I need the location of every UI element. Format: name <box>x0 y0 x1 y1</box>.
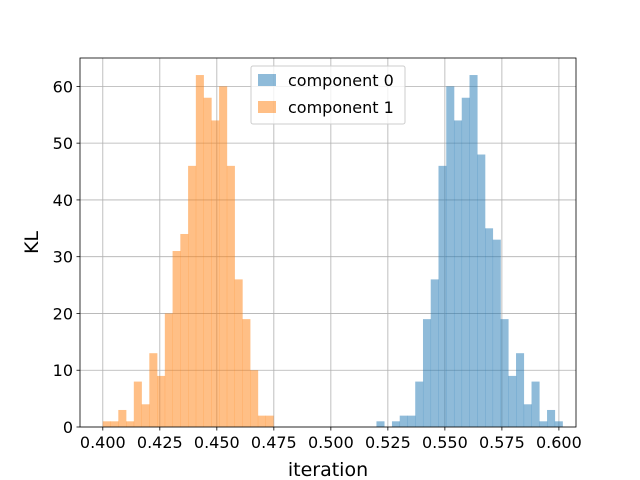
plot-frame <box>79 57 577 428</box>
bar-component-1 <box>265 415 274 427</box>
legend-label-component-1: component 1 <box>288 98 394 117</box>
bar-component-0 <box>492 239 501 427</box>
bar-component-1 <box>211 120 220 427</box>
x-tick-label: 0.525 <box>365 433 411 452</box>
x-tick-label: 0.450 <box>194 433 240 452</box>
bar-component-0 <box>438 165 447 427</box>
bar-component-1 <box>188 165 197 427</box>
x-tick-label: 0.400 <box>80 433 126 452</box>
bar-component-1 <box>110 421 119 427</box>
bar-component-0 <box>446 86 455 427</box>
y-tick-label: 50 <box>53 134 73 153</box>
bar-component-0 <box>539 421 548 427</box>
bar-component-1 <box>180 233 189 427</box>
bar-component-1 <box>226 165 235 427</box>
bar-component-0 <box>477 154 486 427</box>
bar-component-0 <box>500 319 509 427</box>
bar-component-1 <box>157 375 166 427</box>
y-axis-label: KL <box>21 231 43 254</box>
x-tick-label: 0.500 <box>308 433 354 452</box>
bar-component-0 <box>376 421 385 427</box>
x-tick-label: 0.600 <box>536 433 582 452</box>
bar-component-1 <box>149 353 158 427</box>
bar-component-1 <box>118 409 127 427</box>
bar-component-1 <box>126 421 135 427</box>
bar-component-1 <box>242 319 251 427</box>
bar-component-0 <box>399 415 408 427</box>
bar-component-0 <box>422 319 432 427</box>
legend-swatch-component-0 <box>258 74 276 86</box>
legend-swatch-component-1 <box>258 101 276 113</box>
bar-component-0 <box>485 228 494 427</box>
y-tick-label: 20 <box>53 304 73 323</box>
y-tick-label: 40 <box>53 191 73 210</box>
legend-label-component-0: component 0 <box>288 71 394 90</box>
bar-component-0 <box>523 404 532 427</box>
bar-component-0 <box>415 381 424 427</box>
bar-component-1 <box>257 415 266 427</box>
bar-component-1 <box>234 279 243 427</box>
bar-component-1 <box>164 313 173 427</box>
bar-component-1 <box>141 404 150 427</box>
bar-component-0 <box>469 75 478 428</box>
bar-component-0 <box>547 409 556 427</box>
x-tick-label: 0.475 <box>251 433 297 452</box>
bars <box>102 75 563 428</box>
ticks: 0.400 0.425 0.450 0.475 0.500 0.525 0.550 0.575… <box>53 77 582 452</box>
y-tick-label: 10 <box>53 361 73 380</box>
bar-component-1 <box>250 370 259 427</box>
bar-component-0 <box>508 375 517 427</box>
bar-component-1 <box>195 75 204 428</box>
y-tick-label: 0 <box>63 418 73 437</box>
bar-component-0 <box>407 415 416 427</box>
bar-component-0 <box>531 381 540 427</box>
bar-component-1 <box>133 381 142 427</box>
bar-component-0 <box>516 353 525 427</box>
bar-component-1 <box>219 86 228 427</box>
bar-component-0 <box>391 421 401 427</box>
bar-component-0 <box>430 279 439 427</box>
y-tick-label: 30 <box>53 248 73 267</box>
x-tick-label: 0.425 <box>137 433 183 452</box>
bar-component-1 <box>203 97 212 427</box>
bar-component-1 <box>172 251 181 427</box>
y-tick-label: 60 <box>53 77 73 96</box>
legend-box <box>250 65 406 125</box>
bar-component-1 <box>102 421 111 427</box>
bar-component-0 <box>453 120 463 427</box>
bar-component-0 <box>461 97 470 427</box>
x-tick-label: 0.550 <box>422 433 468 452</box>
bar-component-0 <box>554 421 563 427</box>
x-axis-label: iteration <box>288 459 368 480</box>
legend: component 0 component 1 <box>250 65 406 125</box>
x-tick-label: 0.575 <box>479 433 525 452</box>
